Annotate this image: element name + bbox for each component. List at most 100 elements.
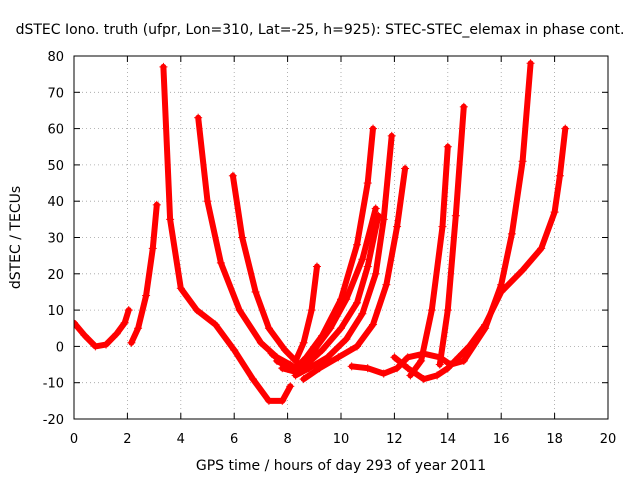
series-6-point — [267, 349, 276, 358]
series-3-point — [230, 346, 239, 355]
series-3-point — [264, 396, 273, 405]
series-3-point — [248, 375, 257, 384]
x-tick-label: 12 — [386, 432, 403, 447]
series-9-point — [323, 353, 332, 362]
series-5-point — [238, 233, 247, 242]
y-tick-label: 60 — [47, 123, 64, 138]
series-12-point — [419, 375, 428, 384]
series-1-line — [74, 307, 132, 350]
series-9-point — [291, 371, 300, 380]
series-5-line — [229, 172, 320, 364]
series-1-point — [102, 340, 111, 349]
series-3-point — [211, 320, 220, 329]
x-tick-label: 18 — [546, 432, 563, 447]
series-8-point — [363, 262, 372, 271]
series-9-point — [304, 364, 313, 373]
series-4-line — [195, 114, 299, 372]
series-5-point — [307, 306, 316, 315]
x-tick-label: 2 — [123, 432, 131, 447]
series-9-point — [358, 309, 367, 318]
series-3-point — [166, 215, 175, 224]
series-11-line — [348, 60, 534, 377]
series-7-point — [358, 255, 367, 264]
series-12-point — [481, 320, 490, 329]
series-9-point — [387, 131, 396, 140]
y-tick-label: -20 — [43, 413, 64, 428]
series-7-point — [326, 324, 335, 333]
y-tick-label: 50 — [47, 159, 64, 174]
series-11-point — [507, 229, 516, 238]
series-1-point — [91, 342, 100, 351]
series-7-point — [272, 356, 281, 365]
x-tick-label: 8 — [283, 432, 291, 447]
series-10-point — [334, 353, 343, 362]
series-5-point — [299, 338, 308, 347]
series-12-point — [465, 342, 474, 351]
series-11-point — [379, 369, 388, 378]
series-12-point — [443, 364, 452, 373]
series-14-point — [451, 211, 460, 220]
series-1-point — [112, 329, 121, 338]
series-11-point — [518, 157, 527, 166]
series-2-point — [148, 244, 157, 253]
y-tick-label: 10 — [47, 304, 64, 319]
y-tick-label: 20 — [47, 268, 64, 283]
x-tick-label: 10 — [333, 432, 350, 447]
y-tick-label: 0 — [56, 340, 64, 355]
y-tick-label: -10 — [43, 377, 64, 392]
series-11-point — [363, 364, 372, 373]
x-tick-label: 6 — [230, 432, 238, 447]
series-11-point — [393, 364, 402, 373]
series-10-point — [393, 222, 402, 231]
series-4-point — [256, 338, 265, 347]
x-tick-label: 0 — [70, 432, 78, 447]
plot-area — [74, 59, 570, 405]
series-3-point — [159, 62, 168, 71]
x-tick-label: 20 — [600, 432, 617, 447]
series-12-point — [390, 353, 399, 362]
series-10-point — [353, 342, 362, 351]
series-6-point — [353, 240, 362, 249]
series-8-line — [279, 212, 382, 375]
series-5-point — [312, 262, 321, 271]
series-7-line — [273, 205, 379, 372]
series-11-point — [526, 59, 535, 68]
series-13-point — [417, 356, 426, 365]
series-11-point — [459, 356, 468, 365]
series-6-point — [363, 179, 372, 188]
series-5-point — [264, 324, 273, 333]
series-10-point — [401, 164, 410, 173]
series-1-point — [74, 318, 78, 327]
series-11-point — [497, 280, 506, 289]
series-2-point — [127, 338, 136, 347]
series-4-point — [235, 306, 244, 315]
series-8-point — [353, 298, 362, 307]
series-6-point — [369, 124, 378, 133]
series-9-point — [371, 269, 380, 278]
series-3-point — [192, 306, 201, 315]
y-tick-label: 80 — [47, 50, 64, 65]
series-5-point — [251, 287, 260, 296]
series-3-point — [278, 396, 287, 405]
series-13-point — [438, 222, 447, 231]
series-8-point — [318, 346, 327, 355]
chart-title: dSTEC Iono. truth (ufpr, Lon=310, Lat=-2… — [16, 22, 625, 38]
series-5-point — [280, 346, 289, 355]
series-12-point — [537, 244, 546, 253]
series-3-point — [286, 382, 295, 391]
series-8-point — [337, 324, 345, 333]
series-2-point — [142, 291, 151, 300]
series-4-point — [194, 113, 203, 122]
series-5-point — [228, 171, 237, 180]
series-12-point — [433, 371, 442, 380]
series-12-point — [550, 208, 559, 217]
series-3-line — [160, 63, 294, 404]
series-12-point — [403, 364, 412, 373]
series-12-line — [391, 125, 569, 383]
x-axis-label: GPS time / hours of day 293 of year 2011 — [196, 458, 486, 474]
series-10-line — [300, 165, 409, 383]
series-8-point — [278, 364, 287, 373]
series-1-point — [120, 318, 129, 327]
x-tick-label: 4 — [177, 432, 185, 447]
